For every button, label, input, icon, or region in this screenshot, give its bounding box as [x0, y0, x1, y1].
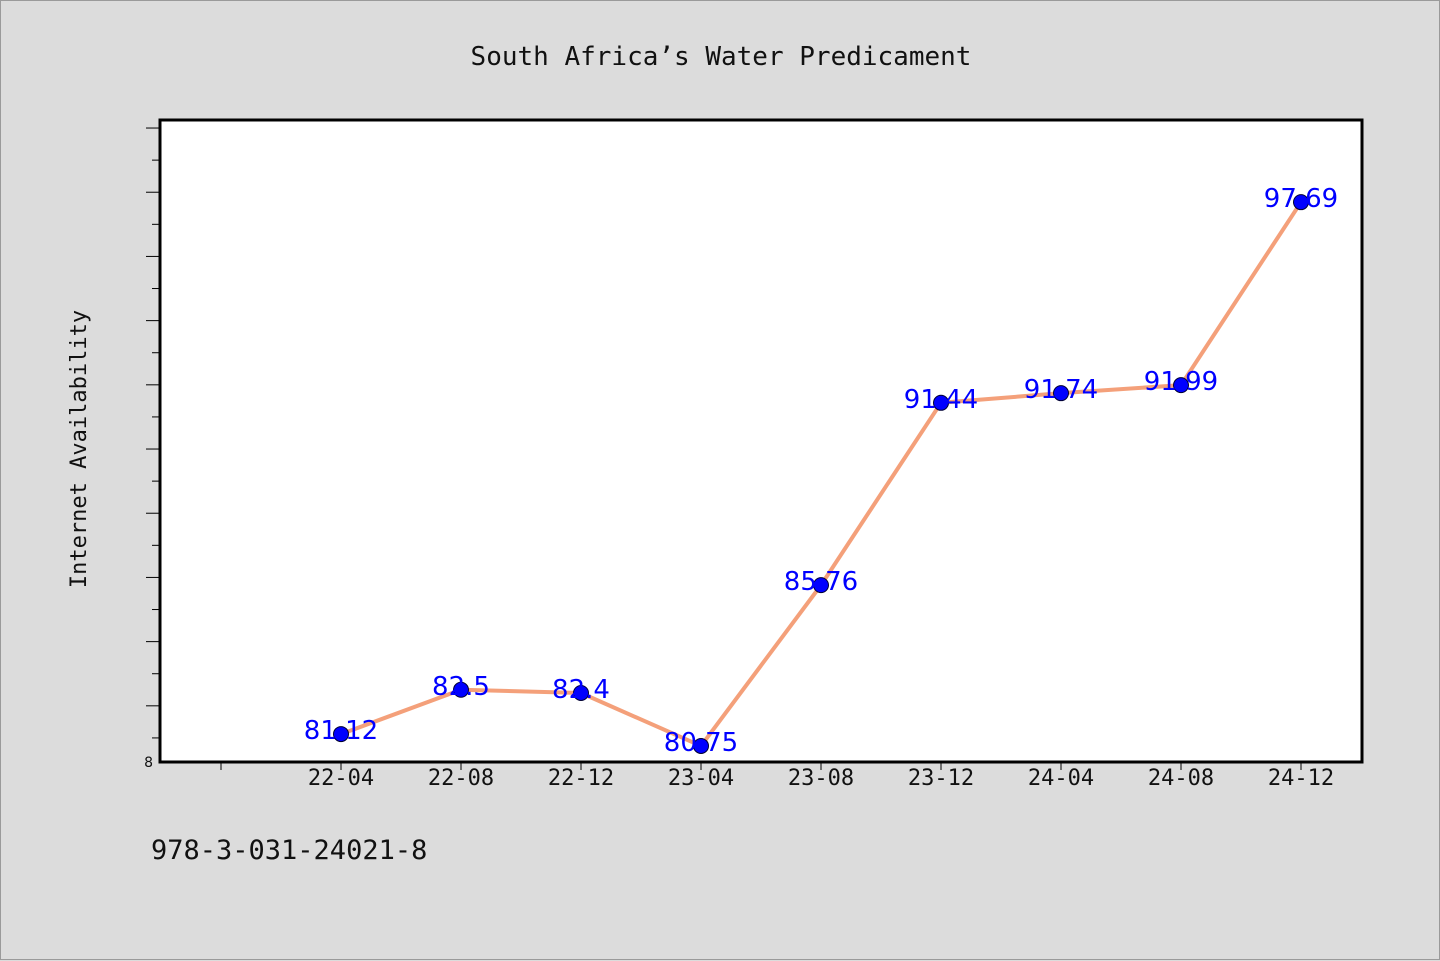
data-point	[573, 684, 589, 701]
x-tick-label: 22-04	[308, 766, 374, 791]
data-labels-group: 81.12 82.5 82.4 80.75 85.76 91.44 91.74 91.99 97…	[304, 184, 1338, 758]
data-point	[1053, 385, 1069, 402]
x-tick-label: 24-08	[1148, 766, 1214, 791]
data-label: 91.44	[904, 385, 978, 415]
x-tick-label: 24-04	[1028, 766, 1094, 791]
x-tick-label: 23-04	[668, 766, 734, 791]
x-tick-label: 24-12	[1268, 766, 1334, 791]
x-tick-label: 23-08	[788, 766, 854, 791]
markers-group	[333, 194, 1309, 754]
data-point	[1293, 194, 1309, 211]
data-label: 80.75	[664, 728, 738, 758]
plot-area	[158, 118, 1364, 764]
x-tick-label: 22-08	[428, 766, 494, 791]
data-point	[933, 394, 949, 411]
y-axis-label: Internet Availability	[67, 310, 92, 588]
y-axis-ticks: 8	[144, 127, 160, 771]
data-point	[453, 681, 469, 698]
x-tick-label: 22-12	[548, 766, 614, 791]
data-label: 82.4	[552, 675, 610, 705]
data-point	[693, 737, 709, 754]
x-axis-ticks: 22-04 22-08 22-12 23-04 23-08 23-12 24-04 24-08…	[220, 762, 1334, 791]
data-label: 82.5	[432, 672, 490, 702]
data-label: 85.76	[784, 567, 858, 597]
data-point	[813, 577, 829, 594]
data-point	[1173, 377, 1189, 394]
data-label: 97.69	[1264, 184, 1338, 214]
x-tick-label: 23-12	[908, 766, 974, 791]
data-label: 91.74	[1024, 375, 1098, 405]
chart-title: South Africa’s Water Predicament	[471, 42, 972, 72]
data-label: 91.99	[1144, 367, 1218, 397]
y-tick-label: 8	[144, 755, 153, 771]
data-point	[333, 726, 349, 743]
data-label: 81.12	[304, 716, 378, 746]
isbn-footnote: 978-3-031-24021-8	[151, 835, 428, 866]
